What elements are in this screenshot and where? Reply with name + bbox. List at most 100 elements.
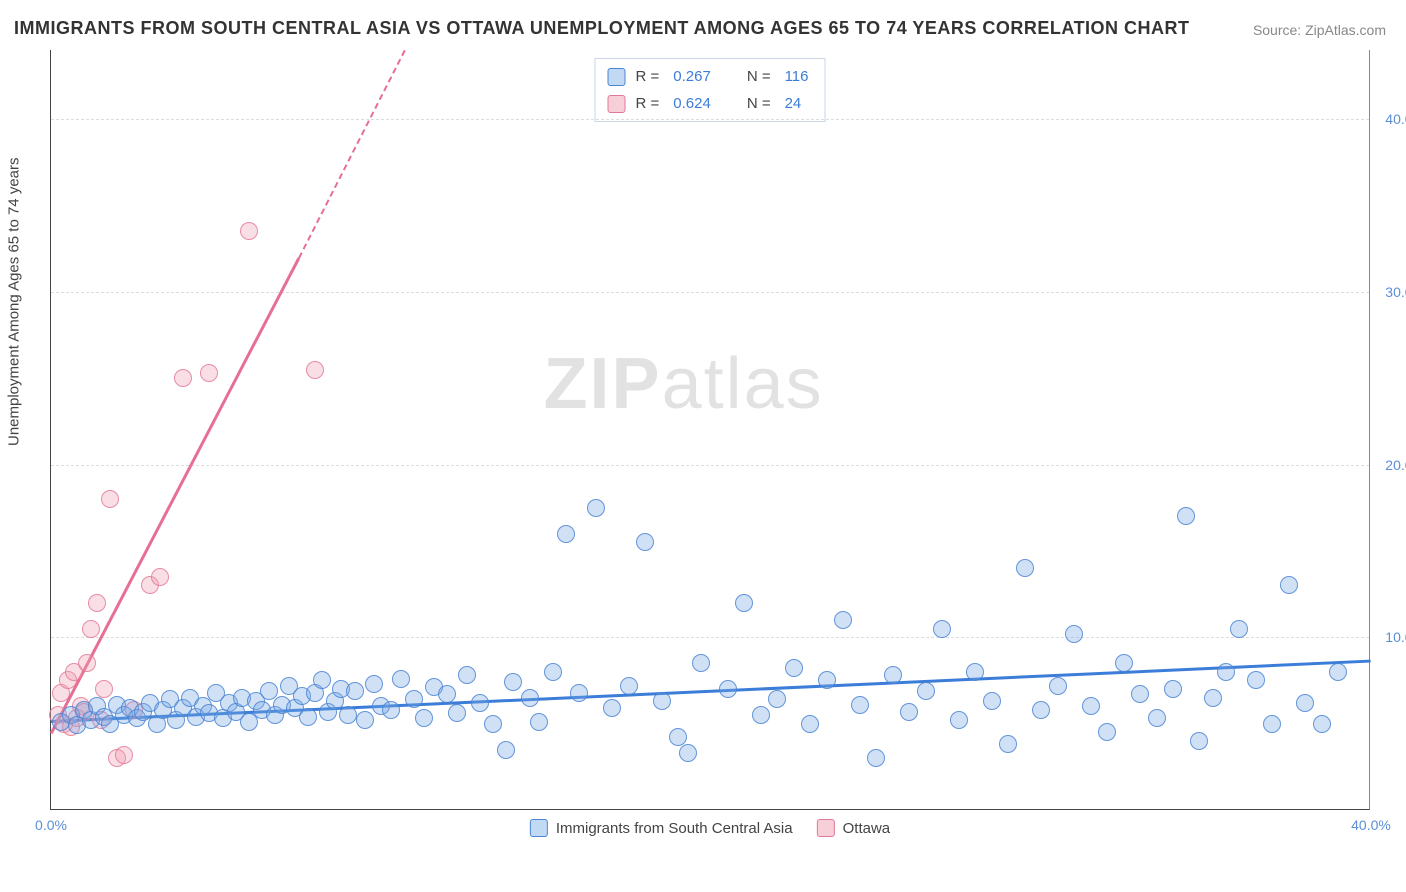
data-point bbox=[101, 490, 119, 508]
source-value: ZipAtlas.com bbox=[1305, 22, 1386, 38]
x-tick-label: 0.0% bbox=[35, 817, 67, 833]
data-point bbox=[834, 611, 852, 629]
data-point bbox=[306, 361, 324, 379]
y-tick-label: 10.0% bbox=[1385, 629, 1406, 645]
x-tick-label: 40.0% bbox=[1351, 817, 1391, 833]
data-point bbox=[587, 499, 605, 517]
data-point bbox=[544, 663, 562, 681]
data-point bbox=[818, 671, 836, 689]
data-point bbox=[1016, 559, 1034, 577]
data-point bbox=[801, 715, 819, 733]
data-point bbox=[1032, 701, 1050, 719]
data-point bbox=[557, 525, 575, 543]
data-point bbox=[521, 689, 539, 707]
legend-stats-row: R = 0.267 N = 116 bbox=[608, 63, 813, 90]
data-point bbox=[405, 690, 423, 708]
y-tick-label: 40.0% bbox=[1385, 111, 1406, 127]
data-point bbox=[851, 696, 869, 714]
data-point bbox=[392, 670, 410, 688]
gridline bbox=[51, 292, 1369, 293]
data-point bbox=[1204, 689, 1222, 707]
watermark-bold: ZIP bbox=[544, 344, 662, 424]
data-point bbox=[933, 620, 951, 638]
legend-label: Immigrants from South Central Asia bbox=[556, 820, 793, 837]
data-point bbox=[1065, 625, 1083, 643]
legend-stats-row: R = 0.624 N = 24 bbox=[608, 90, 813, 117]
legend-stats: R = 0.267 N = 116 R = 0.624 N = 24 bbox=[595, 58, 826, 122]
legend-label: Ottawa bbox=[843, 820, 891, 837]
watermark: ZIPatlas bbox=[544, 343, 824, 425]
scatter-plot: ZIPatlas R = 0.267 N = 116 R = 0.624 N =… bbox=[50, 50, 1370, 810]
data-point bbox=[1148, 709, 1166, 727]
data-point bbox=[82, 620, 100, 638]
data-point bbox=[448, 704, 466, 722]
data-point bbox=[339, 706, 357, 724]
data-point bbox=[1217, 663, 1235, 681]
n-label: N = bbox=[747, 63, 771, 90]
data-point bbox=[1230, 620, 1248, 638]
data-point bbox=[679, 744, 697, 762]
data-point bbox=[692, 654, 710, 672]
r-label: R = bbox=[636, 90, 660, 117]
data-point bbox=[346, 682, 364, 700]
data-point bbox=[900, 703, 918, 721]
data-point bbox=[1280, 576, 1298, 594]
data-point bbox=[356, 711, 374, 729]
data-point bbox=[917, 682, 935, 700]
data-point bbox=[966, 663, 984, 681]
data-point bbox=[719, 680, 737, 698]
data-point bbox=[1247, 671, 1265, 689]
data-point bbox=[785, 659, 803, 677]
data-point bbox=[653, 692, 671, 710]
data-point bbox=[1115, 654, 1133, 672]
data-point bbox=[603, 699, 621, 717]
data-point bbox=[115, 746, 133, 764]
data-point bbox=[1049, 677, 1067, 695]
data-point bbox=[299, 708, 317, 726]
data-point bbox=[983, 692, 1001, 710]
data-point bbox=[471, 694, 489, 712]
data-point bbox=[240, 222, 258, 240]
data-point bbox=[884, 666, 902, 684]
data-point bbox=[174, 369, 192, 387]
source-label: Source: bbox=[1253, 22, 1301, 38]
legend-swatch-pink bbox=[817, 819, 835, 837]
legend-item: Ottawa bbox=[817, 819, 891, 837]
data-point bbox=[530, 713, 548, 731]
legend-swatch-blue bbox=[608, 68, 626, 86]
data-point bbox=[504, 673, 522, 691]
data-point bbox=[78, 654, 96, 672]
n-value-blue: 116 bbox=[781, 63, 813, 90]
y-axis-title: Unemployment Among Ages 65 to 74 years bbox=[6, 157, 23, 446]
data-point bbox=[950, 711, 968, 729]
data-point bbox=[1190, 732, 1208, 750]
data-point bbox=[88, 594, 106, 612]
watermark-light: atlas bbox=[662, 344, 824, 424]
data-point bbox=[458, 666, 476, 684]
y-tick-label: 30.0% bbox=[1385, 284, 1406, 300]
r-label: R = bbox=[636, 63, 660, 90]
data-point bbox=[1164, 680, 1182, 698]
data-point bbox=[1296, 694, 1314, 712]
data-point bbox=[1131, 685, 1149, 703]
data-point bbox=[1098, 723, 1116, 741]
data-point bbox=[438, 685, 456, 703]
trendline-dashed bbox=[298, 51, 405, 259]
data-point bbox=[620, 677, 638, 695]
data-point bbox=[1082, 697, 1100, 715]
data-point bbox=[735, 594, 753, 612]
y-tick-label: 20.0% bbox=[1385, 457, 1406, 473]
data-point bbox=[768, 690, 786, 708]
legend-series: Immigrants from South Central Asia Ottaw… bbox=[530, 819, 890, 837]
data-point bbox=[95, 680, 113, 698]
n-label: N = bbox=[747, 90, 771, 117]
gridline bbox=[51, 465, 1369, 466]
gridline bbox=[51, 119, 1369, 120]
data-point bbox=[365, 675, 383, 693]
data-point bbox=[200, 364, 218, 382]
data-point bbox=[1329, 663, 1347, 681]
chart-title: IMMIGRANTS FROM SOUTH CENTRAL ASIA VS OT… bbox=[14, 18, 1190, 39]
r-value-pink: 0.624 bbox=[669, 90, 715, 117]
data-point bbox=[1177, 507, 1195, 525]
legend-swatch-blue bbox=[530, 819, 548, 837]
